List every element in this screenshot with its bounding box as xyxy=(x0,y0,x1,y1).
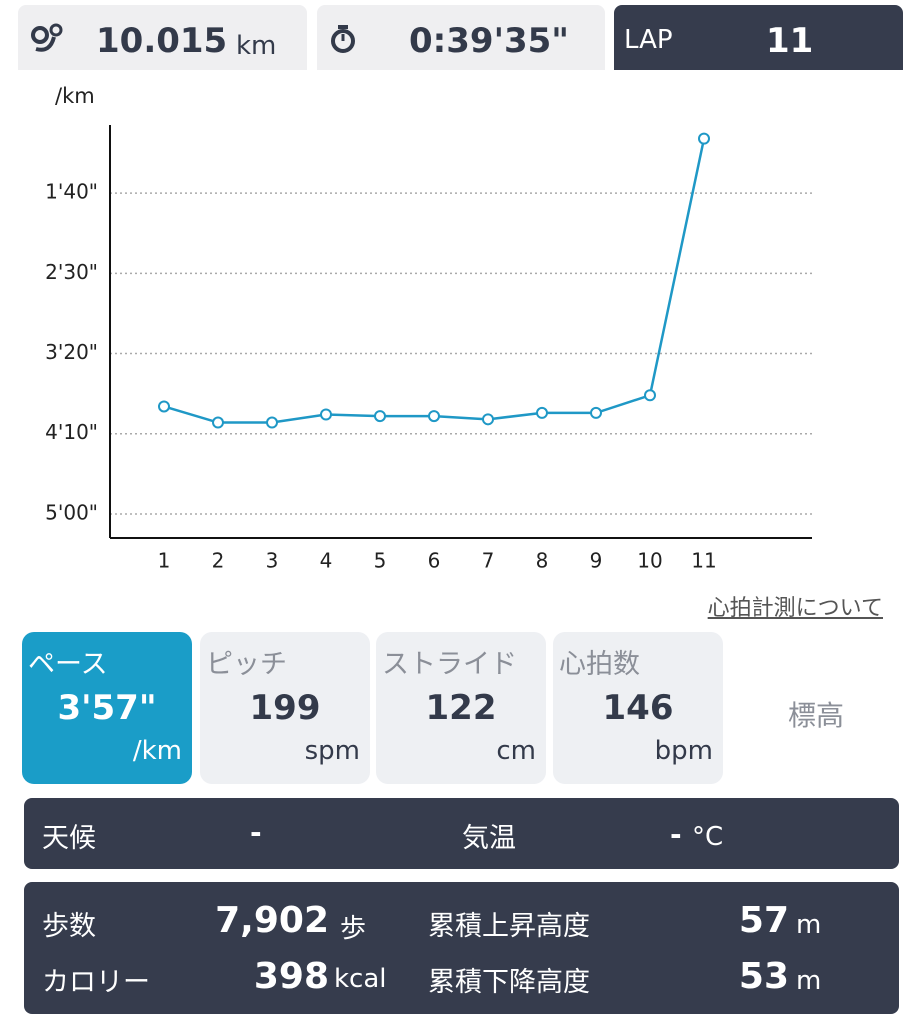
steps-unit: 歩 xyxy=(340,914,367,944)
calories-label: カロリー xyxy=(42,967,150,998)
x-tick-label: 4 xyxy=(320,549,333,573)
x-tick-label: 3 xyxy=(266,549,279,573)
tab-elevation[interactable]: 標高 xyxy=(731,632,901,784)
x-tick-label: 5 xyxy=(374,549,387,573)
pace-point xyxy=(590,406,602,419)
pace-point xyxy=(266,416,278,429)
pace-chart: /km 1'40" 2'30" 3'20" 4'10" 5'00" 1 2 3 4 5 6 7 8 9 10… xyxy=(45,84,812,573)
temp-value: - xyxy=(670,818,682,851)
pace-point xyxy=(698,132,710,145)
y-axis-unit: /km xyxy=(55,84,95,108)
ascent-label: 累積上昇高度 xyxy=(428,911,590,942)
elapsed-time: 0:39'35" xyxy=(409,21,570,61)
lap-box: LAP 11 xyxy=(614,5,903,70)
tab-label: ピッチ xyxy=(206,649,287,680)
tab-value: 146 xyxy=(602,688,674,728)
pace-point xyxy=(644,389,656,402)
tab-stride[interactable]: ストライド 122 cm xyxy=(376,632,546,784)
x-tick-label: 10 xyxy=(637,549,662,573)
tab-label: ストライド xyxy=(382,649,517,680)
pace-line xyxy=(163,138,706,424)
route-icon xyxy=(31,23,63,52)
x-tick-label: 2 xyxy=(212,549,225,573)
weather-panel: 天候 - 気温 - °C xyxy=(24,798,899,869)
tab-pitch[interactable]: ピッチ 199 spm xyxy=(200,632,370,784)
distance-box: 10.015 km xyxy=(18,5,307,70)
heart-rate-link[interactable]: 心拍計測について xyxy=(707,596,883,621)
distance-unit: km xyxy=(236,31,277,61)
descent-unit: m xyxy=(796,966,822,996)
distance: 10.015 xyxy=(96,21,228,61)
pace-point xyxy=(158,400,170,413)
weather-value: - xyxy=(250,816,262,849)
y-tick-label: 5'00" xyxy=(45,500,98,524)
tab-label: 心拍数 xyxy=(559,649,640,680)
x-tick-label: 9 xyxy=(590,549,603,573)
pace-point xyxy=(536,406,548,419)
pace-point xyxy=(374,410,386,423)
pace-point xyxy=(482,413,494,426)
tab-heart-rate[interactable]: 心拍数 146 bpm xyxy=(553,632,723,784)
lap-label: LAP xyxy=(624,25,673,55)
tab-label: ペース xyxy=(28,649,108,680)
descent-label: 累積下降高度 xyxy=(428,967,590,998)
x-tick-label: 1 xyxy=(158,549,171,573)
time-box: 0:39'35" xyxy=(317,5,605,70)
stats-panel: 歩数 7,902 歩 カロリー 398 kcal 累積上昇高度 57 m 累積下… xyxy=(24,882,899,1014)
steps-label: 歩数 xyxy=(42,911,96,942)
ascent-unit: m xyxy=(796,910,822,940)
steps: 7,902 xyxy=(215,900,329,941)
calories: 398 xyxy=(253,956,329,997)
calories-unit: kcal xyxy=(334,964,387,994)
descent: 53 xyxy=(738,956,789,997)
tab-unit: cm xyxy=(496,736,536,766)
stopwatch-icon xyxy=(331,25,355,53)
tab-label: 標高 xyxy=(787,699,844,732)
tab-value: 199 xyxy=(249,688,321,728)
tab-pace[interactable]: ペース 3'57" /km xyxy=(22,632,192,784)
x-tick-label: 7 xyxy=(482,549,495,573)
x-tick-label: 11 xyxy=(691,549,716,573)
ascent: 57 xyxy=(738,900,789,941)
y-tick-label: 1'40" xyxy=(45,180,98,204)
x-tick-label: 8 xyxy=(536,549,549,573)
weather-label: 天候 xyxy=(42,823,96,854)
pace-point xyxy=(212,416,224,429)
temp-unit: °C xyxy=(692,822,724,852)
lap-number: 11 xyxy=(766,21,814,61)
pace-point xyxy=(320,408,332,421)
temp-label: 気温 xyxy=(462,823,516,854)
y-tick-label: 4'10" xyxy=(45,420,98,444)
y-tick-label: 3'20" xyxy=(45,340,98,364)
tab-unit: spm xyxy=(304,736,360,766)
x-tick-label: 6 xyxy=(428,549,441,573)
y-tick-label: 2'30" xyxy=(45,260,98,284)
tab-unit: bpm xyxy=(654,736,713,766)
tab-value: 122 xyxy=(425,688,497,728)
pace-point xyxy=(428,410,440,423)
tab-value: 3'57" xyxy=(57,688,157,728)
tab-unit: /km xyxy=(132,736,182,766)
